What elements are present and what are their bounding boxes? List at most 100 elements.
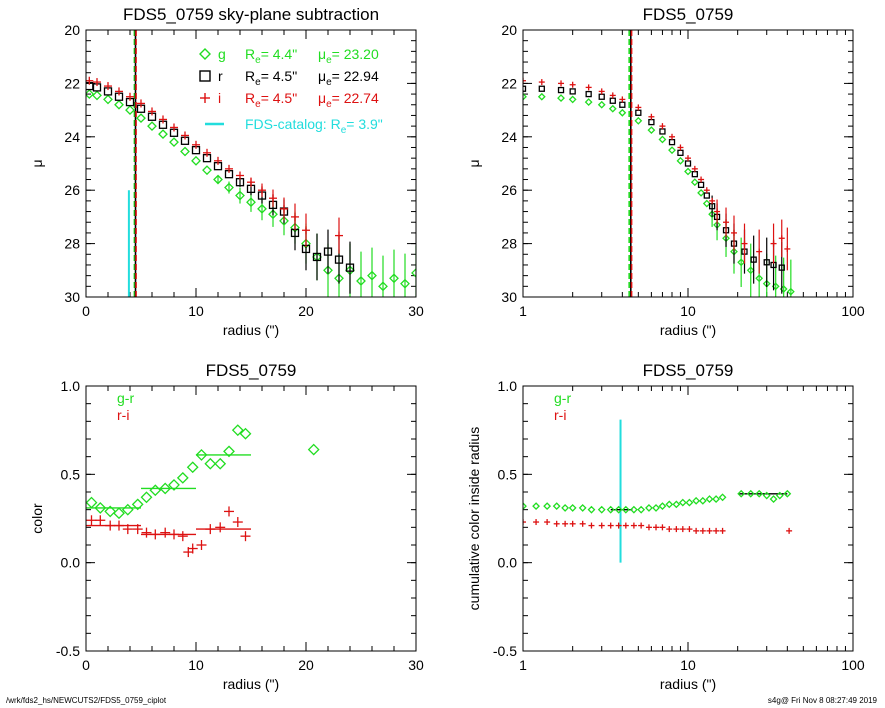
data-point-g — [684, 167, 692, 176]
data-point-g — [389, 273, 399, 284]
data-point-g-r — [658, 502, 667, 511]
data-point-g — [169, 137, 179, 148]
data-point-r-i — [95, 515, 106, 526]
data-point-g — [147, 121, 157, 132]
legend-re: Re= 4.4" — [245, 46, 297, 66]
y-tick-label: 26 — [64, 182, 80, 198]
data-point-g-r — [149, 484, 162, 497]
data-point-r-i — [553, 520, 560, 527]
axes-frame — [85, 29, 417, 298]
data-point-g — [597, 100, 606, 109]
data-point-r-i — [579, 520, 586, 527]
y-axis-label: color — [29, 503, 45, 534]
data-point-r-i — [122, 524, 133, 535]
axes-frame — [85, 385, 417, 652]
data-point-g — [86, 89, 95, 99]
plot-area — [86, 30, 416, 297]
data-point-g — [125, 105, 135, 116]
data-point-g — [180, 146, 190, 157]
x-tick-label: 20 — [298, 303, 314, 319]
y-tick-label: 28 — [501, 236, 517, 252]
data-point-r — [677, 149, 684, 156]
legend-entry: g-r — [554, 390, 571, 406]
data-point-g — [755, 274, 764, 283]
data-point-r-i — [615, 522, 622, 529]
data-point-g — [158, 129, 168, 140]
data-point-r-i — [679, 526, 686, 533]
x-axis-label: radius (") — [223, 676, 279, 692]
x-axis-label: radius (") — [223, 322, 279, 338]
data-point-g-r — [523, 502, 527, 511]
data-point-r-i — [653, 524, 660, 531]
data-point-g — [400, 278, 410, 289]
data-point-r-i — [86, 515, 97, 526]
data-point-i — [677, 144, 684, 151]
y-tick-label: -0.5 — [493, 643, 517, 659]
data-point-g — [356, 276, 366, 286]
y-tick-label: 30 — [64, 289, 80, 305]
data-point-r-i — [699, 527, 706, 534]
data-point-g-r — [718, 493, 727, 502]
data-point-r-i — [196, 540, 207, 550]
x-tick-label: 30 — [408, 657, 424, 673]
data-point-r-i — [659, 524, 666, 531]
data-point-g — [690, 178, 699, 187]
data-point-g-r — [629, 505, 638, 514]
y-tick-label: 1.0 — [498, 378, 518, 394]
data-point-g — [257, 203, 267, 214]
y-tick-label: 0.5 — [498, 466, 518, 482]
legend-entry: g-r — [117, 390, 134, 406]
data-point-g — [668, 146, 676, 155]
data-point-g-r — [597, 505, 606, 514]
data-point-r — [763, 259, 770, 266]
data-point-r-i — [622, 522, 629, 529]
data-point-g-r — [214, 457, 227, 470]
y-tick-label: 0.0 — [498, 555, 518, 571]
x-tick-label: 30 — [408, 303, 424, 319]
data-point-r — [703, 192, 710, 199]
data-point-g-r — [652, 503, 660, 512]
data-point-g-r — [113, 507, 125, 520]
y-tick-label: 0.0 — [61, 555, 81, 571]
data-point-i — [115, 87, 123, 96]
data-point-r-i — [141, 527, 152, 538]
legend-re: Re= 4.5" — [245, 90, 297, 110]
data-point-r-i — [169, 529, 179, 540]
data-point-r-i — [114, 520, 124, 531]
data-point-i — [635, 104, 642, 111]
data-point-r-i — [693, 527, 700, 534]
data-point-i — [181, 131, 189, 140]
data-point-g-r — [239, 427, 252, 440]
data-point-r — [557, 86, 565, 94]
data-point-g-r — [606, 505, 615, 514]
legend-mu: μe= 23.20 — [318, 46, 379, 66]
y-tick-label: -0.5 — [56, 643, 80, 659]
data-point-g — [618, 108, 627, 117]
data-point-g-r — [692, 496, 701, 505]
legend-re: Re= 4.5" — [245, 68, 297, 88]
data-point-r-i — [232, 517, 243, 528]
x-axis-label: radius (") — [660, 322, 716, 338]
data-point-g — [786, 287, 795, 296]
y-tick-label: 20 — [501, 22, 517, 38]
data-point-g-r — [223, 445, 235, 458]
data-point-i — [104, 82, 112, 91]
data-point-r — [323, 247, 333, 256]
data-point-r-i — [719, 527, 726, 534]
data-point-g — [557, 94, 565, 103]
data-point-r-i — [150, 529, 161, 540]
data-point-r-i — [562, 520, 569, 527]
data-point-i — [709, 197, 716, 204]
legend-entry: r-i — [554, 407, 566, 423]
data-point-r-i — [224, 506, 234, 517]
data-point-g — [676, 156, 685, 165]
y-axis-label: μ — [466, 159, 482, 167]
data-point-i — [714, 208, 721, 215]
x-tick-label: 20 — [298, 657, 314, 673]
data-point-i — [280, 204, 288, 213]
data-point-g — [702, 199, 711, 208]
data-point-i — [214, 156, 222, 165]
data-point-r-i — [645, 524, 652, 531]
data-point-g-r — [140, 491, 153, 504]
data-point-r — [684, 160, 692, 167]
